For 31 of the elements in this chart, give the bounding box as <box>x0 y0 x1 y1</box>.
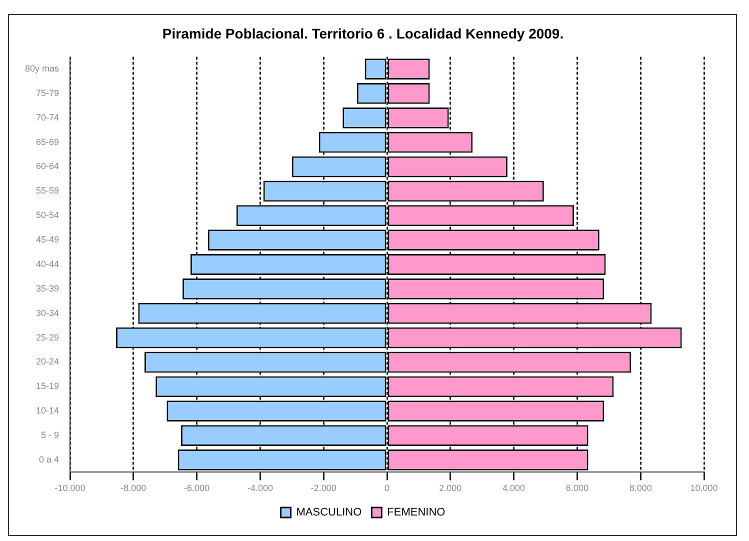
x-tick-label: -6.000 <box>184 483 210 494</box>
x-tick-label: -4.000 <box>247 483 273 494</box>
x-tick-label: -8.000 <box>120 483 146 494</box>
y-tick-label: 75-79 <box>36 88 60 98</box>
x-tick-label: 2.000 <box>439 483 462 494</box>
x-tick-label: 0 <box>384 483 390 494</box>
chart-title: Piramide Poblacional. Territorio 6 . Localidad Kennedy 2009. <box>162 25 564 42</box>
y-tick-label: 20-24 <box>36 356 60 367</box>
y-tick-label: 35-39 <box>36 283 60 294</box>
legend-label: FEMENINO <box>387 506 446 519</box>
y-tick-label: 0 a 4 <box>38 454 60 464</box>
x-tick-label: 6.000 <box>566 483 588 494</box>
x-tick-label: -2.000 <box>310 483 336 494</box>
y-tick-label: 55-59 <box>36 186 60 196</box>
y-tick-label: 70-74 <box>36 112 60 122</box>
x-tick-label: 10.000 <box>690 483 718 494</box>
y-tick-label: 80y mas <box>25 64 60 74</box>
y-tick-label: 65-69 <box>36 136 60 147</box>
legend-label: MASCULINO <box>296 506 362 519</box>
y-tick-label: 5 - 9 <box>41 430 60 440</box>
y-tick-label: 10-14 <box>36 406 60 416</box>
x-tick-label: 4.000 <box>502 483 526 494</box>
y-tick-label: 30-34 <box>36 308 60 318</box>
y-tick-label: 25-29 <box>36 332 60 342</box>
y-tick-label: 40-44 <box>36 258 60 269</box>
y-tick-label: 60-64 <box>36 161 60 172</box>
x-tick-label: 8.000 <box>629 483 652 494</box>
x-tick-label: -10.000 <box>54 483 86 494</box>
y-tick-label: 50-54 <box>36 210 60 220</box>
y-tick-label: 15-19 <box>36 381 60 392</box>
y-tick-label: 45-49 <box>36 234 60 245</box>
